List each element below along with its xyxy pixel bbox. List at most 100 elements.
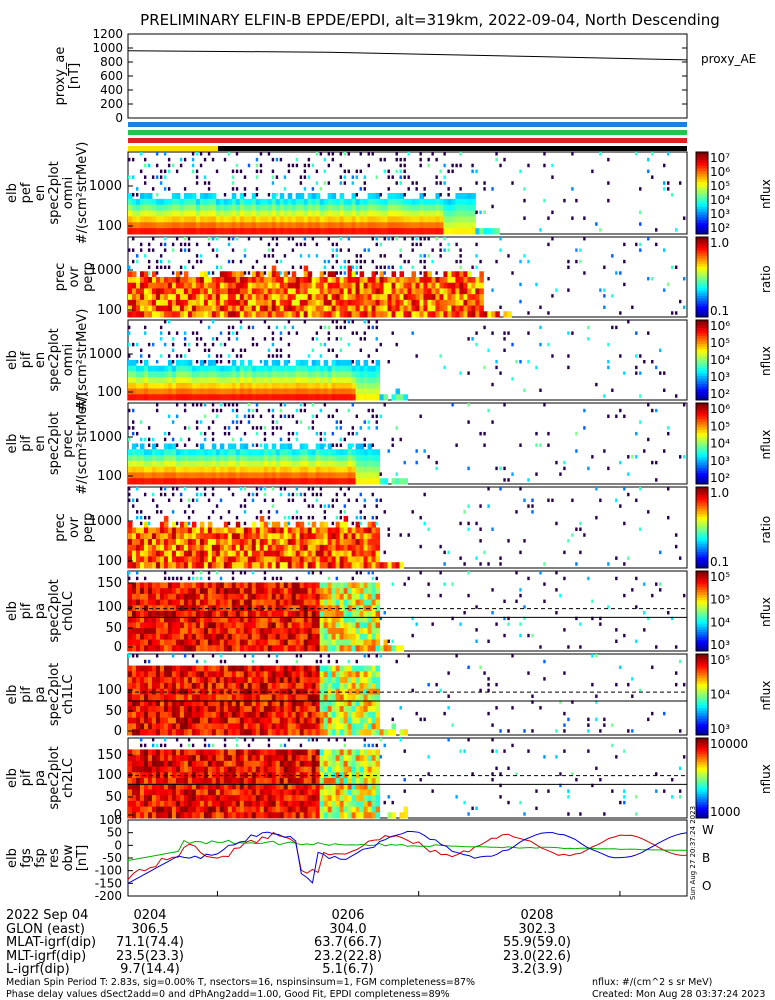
y-axis-label: prec: [53, 513, 68, 541]
ae-tick-label: 1000: [92, 41, 123, 55]
heatmap-panel-3: 100 1000: [89, 402, 688, 485]
colorbar-tick: 10⁴: [710, 353, 730, 367]
y-axis-label: elb: [5, 601, 20, 621]
y-tick-label: 0: [114, 808, 122, 823]
footer-row-label: L-igrf(dip): [6, 962, 70, 977]
colorbar-label: nflux: [759, 681, 773, 711]
colorbar-tick: 10³: [710, 638, 730, 652]
colorbar-tick: 0.1: [710, 555, 729, 569]
colorbar-label: nflux: [759, 597, 773, 627]
y-axis-label: elb: [5, 848, 20, 868]
legend-o: O: [702, 879, 711, 893]
y-axis-label: pef: [19, 182, 34, 203]
heatmap-panel-0: 100 1000: [89, 151, 688, 235]
y-tick-label: 1000: [89, 179, 122, 194]
footer-row-value: 63.7(66.7): [313, 935, 383, 950]
colorbar-tick: 10⁵: [710, 570, 730, 584]
y-axis-label: #/(scm²strMeV): [75, 142, 90, 245]
colorbar-tick: 10⁵: [710, 179, 730, 193]
footer-row-value: 23.5(23.3): [115, 948, 185, 964]
y-tick-label: 0: [114, 724, 122, 739]
y-tick-label: -150: [95, 876, 122, 890]
y-axis-label: pif: [19, 769, 34, 786]
footer-row-value: 9.7(14.4): [120, 962, 180, 977]
ae-tick-label: 800: [100, 55, 123, 69]
colorbar-tick: 1.0: [710, 486, 729, 500]
y-axis-label: fgs: [19, 848, 34, 868]
y-tick-label: 100: [99, 813, 122, 827]
y-axis-label: pif: [19, 435, 34, 452]
status-bar-black: [218, 146, 687, 151]
heatmap-panel-1: 100 1000: [89, 236, 688, 318]
colorbar-tick: 10⁵: [710, 419, 730, 433]
bfield-b-line: [127, 839, 688, 861]
note-line-2: Phase delay values dSect2add=0 and dPhAn…: [6, 989, 450, 1000]
colorbar-3: 10² 10³ 10⁴ 10⁵ 10⁶ nflux: [695, 402, 773, 485]
y-axis-label: fsp: [33, 848, 48, 868]
status-bar-green: [128, 130, 687, 135]
y-tick-label: 100: [97, 385, 122, 400]
colorbar-label: nflux: [759, 430, 773, 460]
y-axis-label: omni: [61, 177, 76, 209]
y-axis-label: elb: [5, 434, 20, 454]
colorbar-tick: 0.1: [710, 304, 729, 318]
y-tick-label: -100: [95, 864, 122, 878]
units-note: nflux: #/(cm^2 s sr MeV): [592, 977, 713, 988]
colorbar-tick: 10³: [710, 370, 730, 384]
colorbar-2: 10² 10³ 10⁴ 10⁵ 10⁶ nflux: [695, 319, 773, 401]
y-tick-label: 150: [97, 748, 122, 763]
y-tick-label: 150: [97, 576, 122, 591]
colorbar-tick: 10⁵: [710, 336, 730, 350]
colorbar-tick: 10⁵: [710, 593, 730, 607]
bfield-o-line: [127, 830, 688, 884]
y-axis-label: proxy_ae: [53, 47, 68, 106]
y-tick-label: 100: [97, 768, 122, 783]
footer-row-value: 5.1(6.7): [322, 962, 374, 977]
created-note: Created: Mon Aug 28 03:37:24 2023: [592, 989, 766, 1000]
colorbar-tick: 10⁴: [710, 193, 730, 207]
colorbar-tick: 10000: [710, 737, 748, 751]
footer-row-value: 0204: [133, 908, 167, 923]
footer-row-value: 306.5: [131, 921, 169, 937]
footer-row-value: 71.1(74.4): [115, 935, 185, 950]
y-tick-label: -50: [102, 851, 122, 865]
footer-row-value: 23.2(22.8): [313, 948, 383, 964]
colorbar-tick: 10³: [710, 722, 730, 736]
y-axis-label: prec: [61, 429, 76, 457]
colorbar-tick: 10⁶: [710, 165, 730, 179]
y-axis-label: pif: [19, 602, 34, 619]
footer-row-value: 0206: [331, 908, 365, 923]
colorbar-tick: 10³: [710, 207, 730, 221]
colorbar-tick: 10⁶: [710, 402, 730, 416]
y-axis-label: res: [47, 848, 62, 868]
footer-row-value: 304.0: [329, 921, 367, 937]
footer-row-label: MLT-igrf(dip): [6, 948, 87, 964]
y-axis-label: spec2plot: [47, 412, 62, 475]
y-axis-label: elb: [5, 768, 20, 788]
heatmap-panel-6: 0 50 100: [97, 653, 688, 739]
status-bar-red: [128, 138, 687, 143]
footer-row-label: MLAT-igrf(dip): [6, 935, 97, 950]
colorbar-1: 0.1 1.0 ratio: [695, 236, 773, 318]
y-axis-label: obw: [61, 844, 76, 871]
y-tick-label: 50: [107, 826, 122, 840]
colorbar-7: 1000 10000 nflux: [695, 737, 773, 819]
legend-w: W: [702, 823, 714, 837]
y-axis-label: ch0LC: [61, 591, 76, 631]
heatmap-panel-4: 100 1000: [89, 486, 688, 569]
colorbar-tick: 10⁵: [710, 653, 730, 667]
y-axis-label: elb: [5, 350, 20, 370]
colorbar-label: ratio: [759, 265, 773, 293]
colorbar-tick: 10²: [710, 387, 730, 401]
y-axis-label: spec2plot: [47, 328, 62, 391]
status-bars: [128, 122, 687, 151]
footer-row-label: GLON (east): [6, 921, 85, 937]
y-axis-label: ovr: [67, 266, 82, 288]
ae-tick-label: 400: [100, 83, 123, 97]
colorbar-tick: 10⁴: [710, 615, 730, 629]
heatmap-panel-2: 100 1000: [89, 319, 688, 401]
y-axis-label: spec2plot: [47, 663, 62, 726]
footer-row-value: 0208: [520, 908, 554, 923]
